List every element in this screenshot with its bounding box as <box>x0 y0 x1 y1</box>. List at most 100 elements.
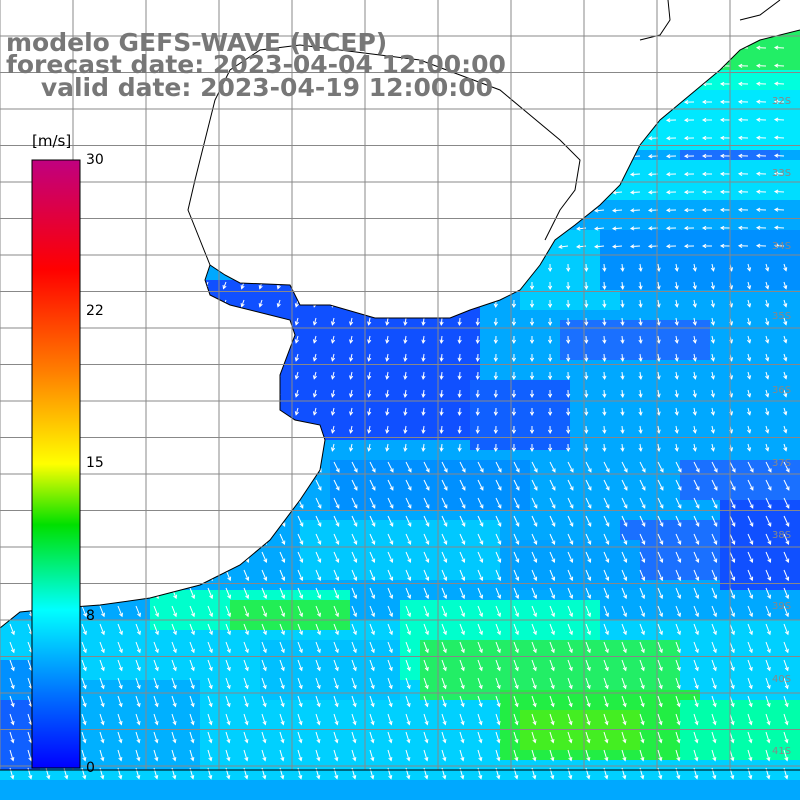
wind-arrow-head <box>226 630 231 636</box>
wind-arrow-head <box>280 684 285 690</box>
wind-arrow-head <box>407 540 412 545</box>
wind-arrow-head <box>190 757 195 762</box>
wind-arrow-head <box>529 411 535 417</box>
wind-arrow-head <box>208 630 213 636</box>
wind-arrow-head <box>713 522 718 527</box>
wind-arrow <box>297 515 304 527</box>
wind-arrow <box>747 569 753 581</box>
wind-arrow-head <box>695 486 700 491</box>
wind-arrow-head <box>731 612 735 618</box>
wind-arrow-head <box>713 558 718 564</box>
wind-arrow-head <box>244 684 249 690</box>
wind-arrow-head <box>352 666 357 672</box>
wind-arrow-head <box>442 757 447 762</box>
wind-arrow-head <box>569 558 574 564</box>
wind-arrow <box>295 335 299 343</box>
wind-arrow <box>333 623 339 635</box>
wind-arrow <box>567 551 573 563</box>
wind-arrow-head <box>641 504 646 509</box>
wind-arrow-head <box>767 594 772 600</box>
wind-arrow <box>440 317 443 326</box>
wind-arrow-head <box>370 757 375 762</box>
wind-arrow <box>657 551 663 563</box>
wind-arrow <box>675 407 678 415</box>
wind-arrow-head <box>334 738 339 744</box>
wind-arrow-head <box>785 594 790 600</box>
wind-arrow-head <box>712 648 717 654</box>
wind-arrow <box>189 605 195 617</box>
wind-arrow-head <box>262 738 267 744</box>
wind-arrow-head <box>656 375 661 380</box>
wind-arrow <box>261 677 267 689</box>
wind-arrow-head <box>712 666 717 672</box>
wind-arrow <box>513 461 520 473</box>
wind-arrow <box>351 497 358 509</box>
wind-arrow <box>369 461 376 473</box>
wind-arrow <box>81 605 87 617</box>
wind-arrow-head <box>602 411 607 417</box>
wind-arrow <box>693 551 699 563</box>
wind-arrow <box>675 587 681 599</box>
wind-arrow <box>567 641 573 653</box>
wind-arrow <box>765 569 771 581</box>
wind-arrow-head <box>547 339 553 345</box>
wind-arrow-head <box>497 612 501 618</box>
wind-arrow-head <box>298 648 303 654</box>
wind-arrow <box>422 335 425 344</box>
wind-arrow-head <box>701 99 707 105</box>
wind-arrow-head <box>371 486 376 491</box>
wind-arrow-head <box>747 339 752 344</box>
wind-arrow <box>99 605 105 617</box>
wind-arrow <box>477 569 483 581</box>
wind-arrow <box>81 713 86 725</box>
wind-arrow <box>135 695 140 707</box>
wind-arrow <box>765 371 769 379</box>
wind-arrow-head <box>547 447 553 453</box>
wind-arrow-head <box>765 429 770 434</box>
wind-arrow <box>657 407 660 415</box>
wind-arrow-head <box>656 339 661 344</box>
wind-arrow-head <box>442 666 447 672</box>
wind-arrow <box>711 641 717 653</box>
wind-arrow-head <box>783 267 788 272</box>
wind-arrow-head <box>497 576 502 582</box>
wind-arrow-head <box>773 189 779 194</box>
wind-arrow-head <box>335 576 340 582</box>
wind-arrow-head <box>439 321 444 326</box>
wind-arrow-head <box>710 411 715 416</box>
wind-arrow-head <box>529 303 535 309</box>
wind-arrow-head <box>568 720 573 726</box>
wind-arrow-head <box>421 429 426 434</box>
wind-arrow <box>369 605 375 617</box>
wind-arrow-head <box>478 666 483 672</box>
wind-arrow-head <box>749 594 754 600</box>
wind-arrow <box>639 731 644 743</box>
wind-arrow-head <box>316 775 321 780</box>
wind-arrow <box>783 443 787 451</box>
wind-arrow-head <box>281 612 285 618</box>
wind-arrow <box>711 695 716 707</box>
wind-arrow-head <box>640 684 645 690</box>
wind-arrow-head <box>335 558 340 564</box>
lat-label-37s: 37S <box>772 458 792 469</box>
wind-arrow <box>368 389 371 397</box>
wind-arrow-head <box>172 648 177 654</box>
wind-arrow-head <box>695 576 700 582</box>
wind-arrow-head <box>190 684 195 690</box>
wind-arrow <box>495 749 500 761</box>
wind-arrow <box>549 659 555 671</box>
wind-arrow-head <box>584 411 589 417</box>
wind-arrow-head <box>154 666 159 672</box>
wind-arrow <box>369 515 376 527</box>
wind-arrow <box>441 677 447 689</box>
wind-arrow-head <box>765 303 770 308</box>
title-model: modelo GEFS-WAVE (NCEP) <box>6 28 388 57</box>
wind-arrow-head <box>658 702 663 708</box>
wind-arrow-head <box>367 429 372 434</box>
wind-arrow-head <box>478 648 483 654</box>
wind-arrow-head <box>407 594 412 600</box>
lat-label-32s: 32S <box>772 96 792 107</box>
wind-arrow-head <box>334 757 339 762</box>
wind-arrow-head <box>118 738 123 744</box>
wind-arrow <box>405 515 412 527</box>
